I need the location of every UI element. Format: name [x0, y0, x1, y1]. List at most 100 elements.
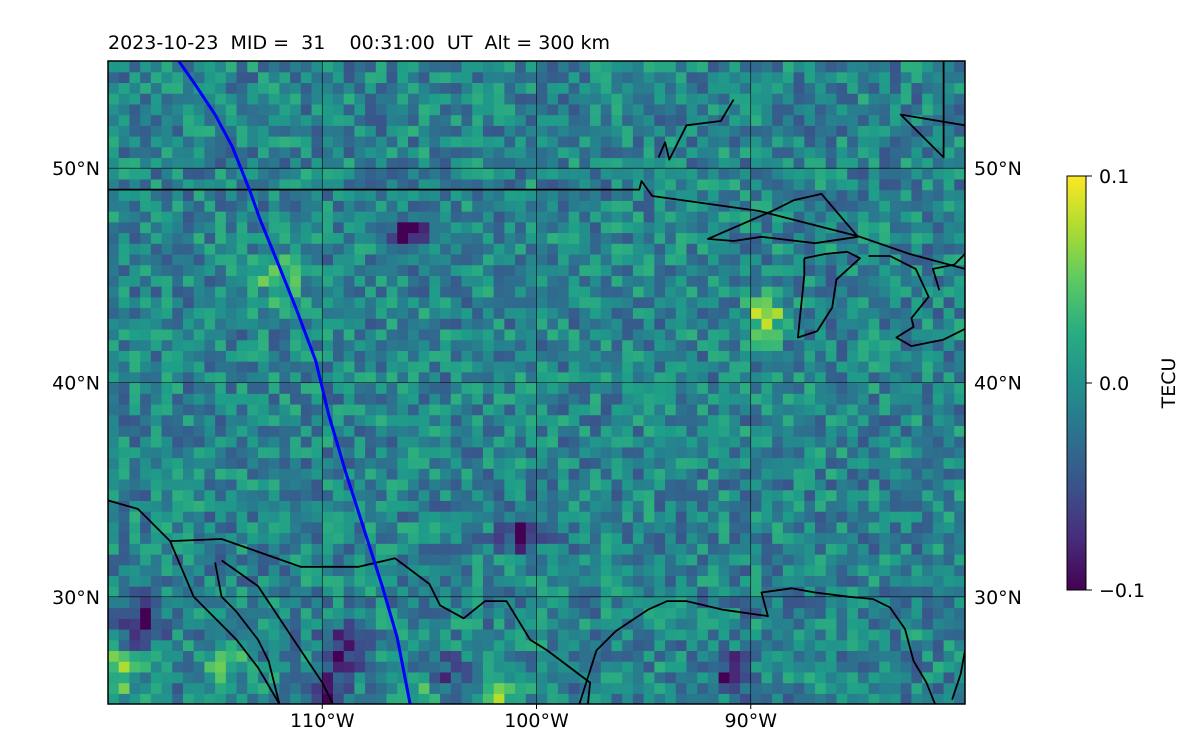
heatmap-cell	[482, 318, 495, 330]
heatmap-cell	[761, 639, 773, 652]
heatmap-cell	[407, 264, 420, 276]
heatmap-cell	[804, 543, 816, 555]
heatmap-cell	[665, 350, 677, 362]
heatmap-cell	[482, 350, 495, 362]
heatmap-cell	[418, 232, 430, 244]
heatmap-cell	[804, 511, 816, 523]
heatmap-cell	[225, 168, 238, 180]
heatmap-cell	[150, 532, 163, 544]
heatmap-cell	[857, 136, 870, 148]
heatmap-cell	[782, 82, 795, 94]
heatmap-cell	[182, 532, 195, 544]
heatmap-cell	[322, 125, 334, 137]
heatmap-cell	[482, 328, 495, 341]
heatmap-cell	[279, 500, 291, 512]
heatmap-cell	[686, 446, 698, 459]
heatmap-cell	[932, 125, 945, 137]
heatmap-cell	[225, 532, 238, 544]
heatmap-cell	[375, 639, 388, 652]
heatmap-cell	[579, 650, 591, 662]
heatmap-cell	[268, 328, 280, 341]
heatmap-cell	[879, 468, 891, 480]
heatmap-cell	[332, 318, 345, 330]
heatmap-cell	[150, 136, 163, 148]
heatmap-cell	[600, 500, 613, 512]
heatmap-cell	[665, 221, 677, 234]
heatmap-cell	[697, 318, 709, 330]
heatmap-cell	[118, 628, 131, 641]
heatmap-cell	[472, 178, 484, 191]
heatmap-cell	[632, 157, 645, 169]
heatmap-cell	[643, 457, 655, 469]
heatmap-cell	[568, 71, 580, 84]
heatmap-cell	[386, 500, 398, 512]
heatmap-cell	[429, 650, 441, 662]
heatmap-cell	[215, 264, 227, 276]
heatmap-cell	[311, 350, 323, 362]
heatmap-cell	[225, 543, 238, 555]
heatmap-cell	[161, 489, 173, 501]
heatmap-cell	[654, 339, 666, 351]
heatmap-cell	[300, 596, 313, 609]
heatmap-cell	[247, 286, 259, 298]
heatmap-cell	[140, 232, 152, 244]
heatmap-cell	[161, 693, 173, 704]
heatmap-cell	[922, 296, 934, 309]
heatmap-cell	[568, 468, 580, 480]
heatmap-cell	[386, 661, 398, 673]
heatmap-cell	[407, 532, 420, 544]
heatmap-cell	[354, 307, 366, 319]
heatmap-cell	[182, 189, 195, 201]
heatmap-cell	[215, 371, 227, 384]
heatmap-cell	[879, 328, 891, 341]
heatmap-cell	[118, 671, 131, 684]
heatmap-cell	[857, 382, 870, 394]
heatmap-cell	[847, 371, 859, 384]
heatmap-cell	[290, 575, 302, 587]
heatmap-cell	[590, 596, 602, 609]
heatmap-cell	[707, 307, 720, 319]
heatmap-cell	[590, 221, 602, 234]
heatmap-cell	[579, 511, 591, 523]
heatmap-cell	[407, 607, 420, 619]
heatmap-cell	[675, 532, 688, 544]
heatmap-cell	[279, 221, 291, 234]
heatmap-cell	[375, 125, 388, 137]
heatmap-cell	[290, 71, 302, 84]
heatmap-cell	[954, 543, 965, 555]
heatmap-cell	[397, 436, 409, 448]
heatmap-cell	[172, 103, 184, 116]
heatmap-cell	[622, 457, 634, 469]
heatmap-cell	[461, 414, 473, 426]
heatmap-cell	[847, 403, 859, 416]
coastline-border	[868, 255, 965, 347]
heatmap-cell	[729, 253, 741, 266]
heatmap-cell	[290, 361, 302, 373]
heatmap-cell	[300, 125, 313, 137]
heatmap-cell	[365, 532, 377, 544]
heatmap-cell	[782, 114, 795, 126]
heatmap-cell	[290, 157, 302, 169]
heatmap-cell	[129, 93, 141, 105]
heatmap-cell	[504, 436, 516, 448]
heatmap-cell	[782, 71, 795, 84]
heatmap-cell	[108, 146, 120, 159]
heatmap-cell	[215, 93, 227, 105]
heatmap-cell	[943, 189, 955, 201]
heatmap-cell	[257, 414, 270, 426]
heatmap-cell	[943, 178, 955, 191]
heatmap-cell	[825, 146, 838, 159]
heatmap-cell	[890, 114, 902, 126]
heatmap-cell	[579, 243, 591, 255]
heatmap-cell	[311, 478, 323, 491]
heatmap-cell	[440, 189, 452, 201]
heatmap-cell	[515, 468, 527, 480]
heatmap-cell	[279, 157, 291, 169]
heatmap-cell	[375, 157, 388, 169]
heatmap-cell	[943, 618, 955, 630]
heatmap-cell	[129, 168, 141, 180]
heatmap-cell	[772, 264, 784, 276]
heatmap-cell	[804, 361, 816, 373]
heatmap-cell	[429, 478, 441, 491]
heatmap-cell	[429, 511, 441, 523]
